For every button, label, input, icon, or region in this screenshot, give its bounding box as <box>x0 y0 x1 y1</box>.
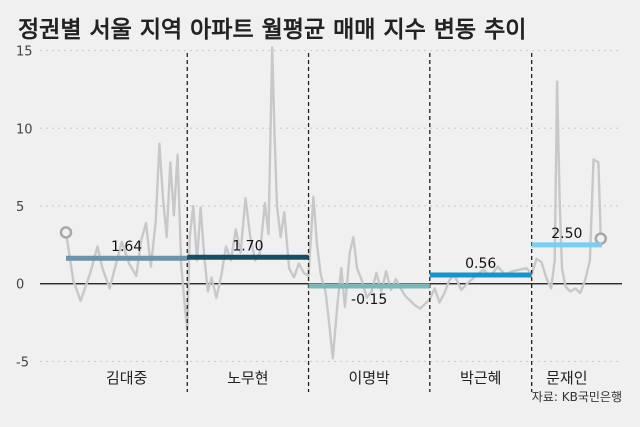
y-tick-label: 0 <box>16 278 24 293</box>
average-label: 1.64 <box>111 239 142 255</box>
series-line <box>64 46 602 360</box>
y-tick-label: 10 <box>16 122 33 137</box>
source-note: 자료: KB국민은행 <box>532 389 622 404</box>
era-label: 김대중 <box>106 369 147 387</box>
era-label: 문재인 <box>546 369 587 387</box>
era-label: 노무현 <box>227 369 268 387</box>
grid-layer <box>40 49 622 363</box>
era-label: 박근혜 <box>460 369 501 387</box>
average-layer: 1.64 1.70 -0.15 0.56 2.50 <box>66 226 602 308</box>
average-label: 2.50 <box>551 226 582 242</box>
endpoint-marker <box>59 226 73 239</box>
average-label: 1.70 <box>232 238 263 254</box>
divider-layer <box>186 53 533 392</box>
y-tick-label: -5 <box>16 355 29 370</box>
era-label: 이명박 <box>348 369 390 387</box>
average-label: 0.56 <box>465 256 496 272</box>
y-tick-label: 15 <box>16 45 33 60</box>
endpoint-marker <box>594 232 608 245</box>
chart-title: 정권별 서울 지역 아파트 월평균 매매 지수 변동 추이 <box>18 17 526 43</box>
series-layer <box>59 46 608 360</box>
average-label: -0.15 <box>351 292 387 308</box>
era-label-layer: 김대중 노무현 이명박 박근혜 문재인 <box>106 369 588 387</box>
y-tick-label: 5 <box>16 200 24 215</box>
